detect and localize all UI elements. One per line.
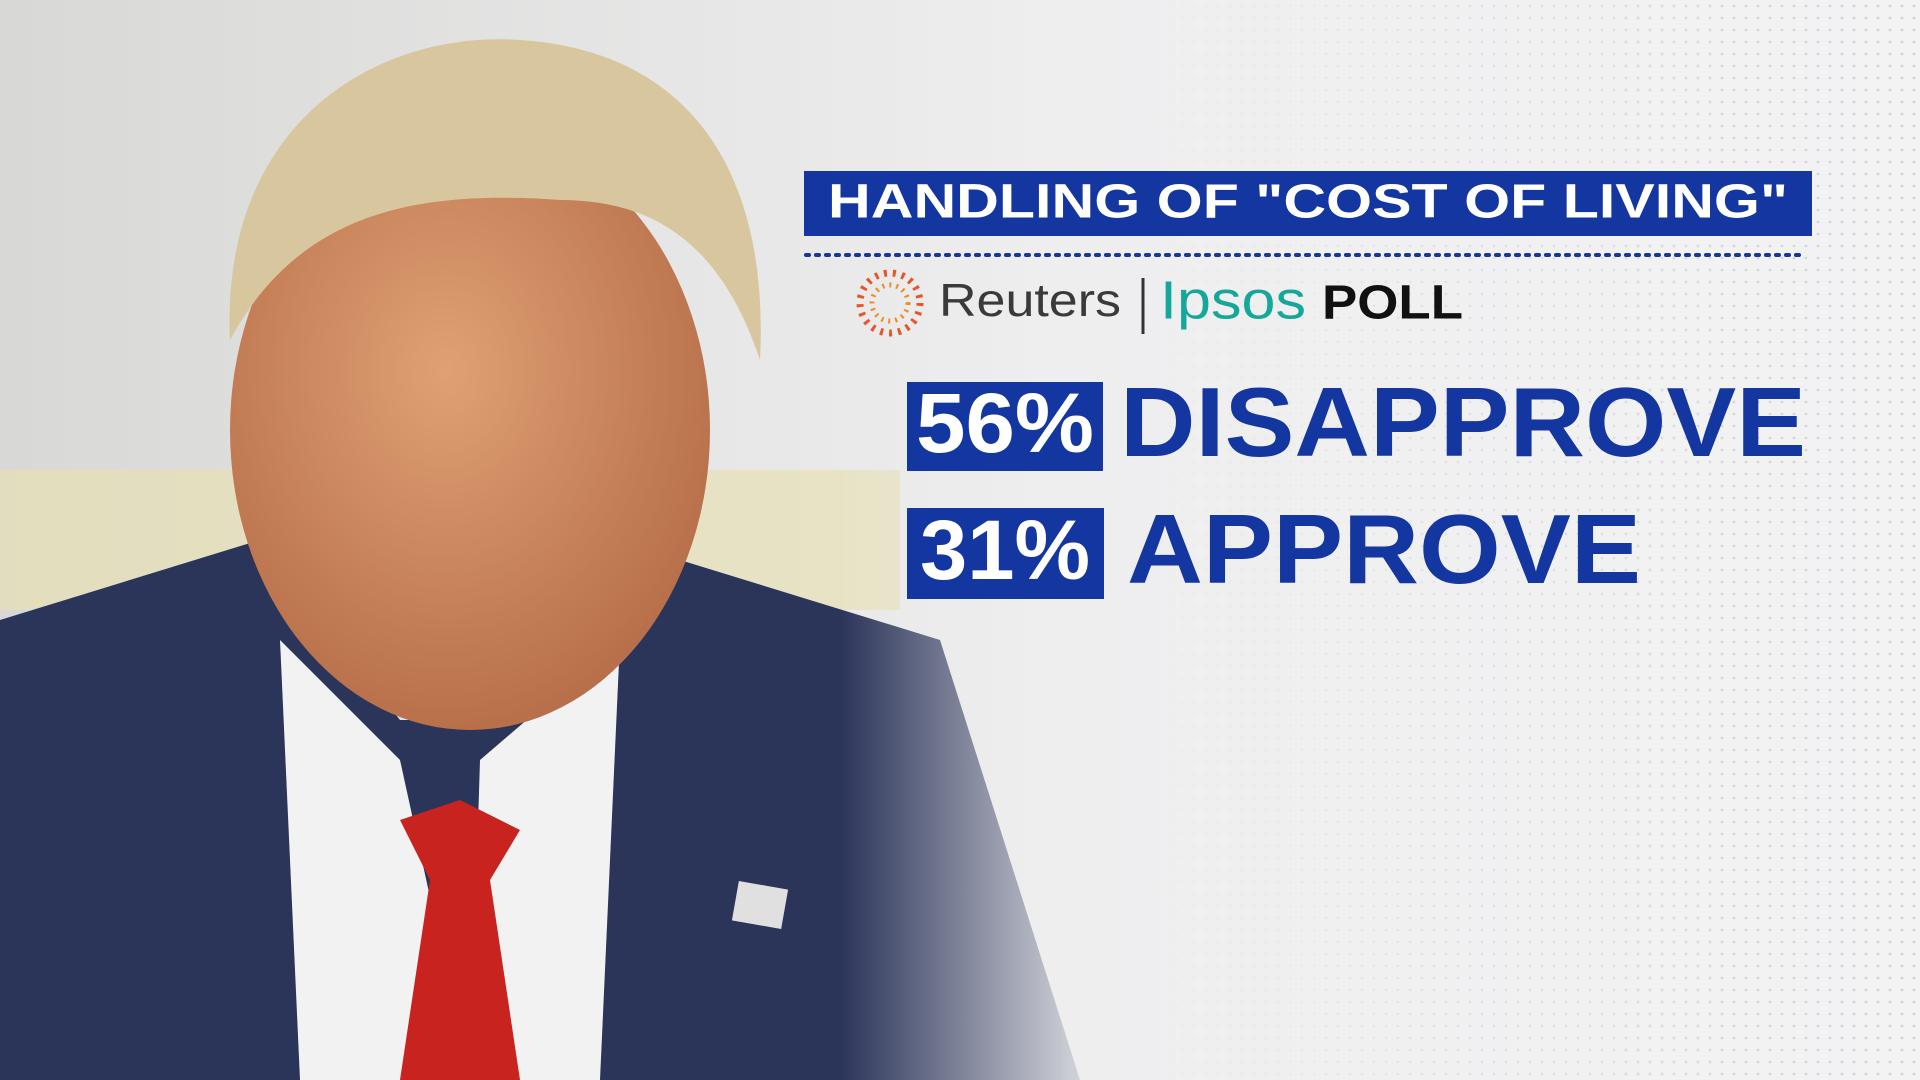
source-partner: Ipsos: [1160, 270, 1306, 330]
reuters-logo: [856, 269, 924, 337]
source-label: POLL: [1322, 277, 1463, 330]
percent-box: [907, 508, 1104, 599]
title-bar: [804, 171, 1812, 236]
result-label: DISAPPROVE: [1120, 367, 1806, 477]
photo: [0, 39, 1080, 1080]
result-label: APPROVE: [1127, 494, 1641, 604]
source-name: Reuters: [939, 274, 1121, 326]
percent-box: [907, 382, 1103, 471]
percent: 31%: [920, 503, 1090, 597]
title: HANDLING OF "COST OF LIVING": [828, 176, 1788, 229]
percent: 56%: [916, 376, 1094, 470]
